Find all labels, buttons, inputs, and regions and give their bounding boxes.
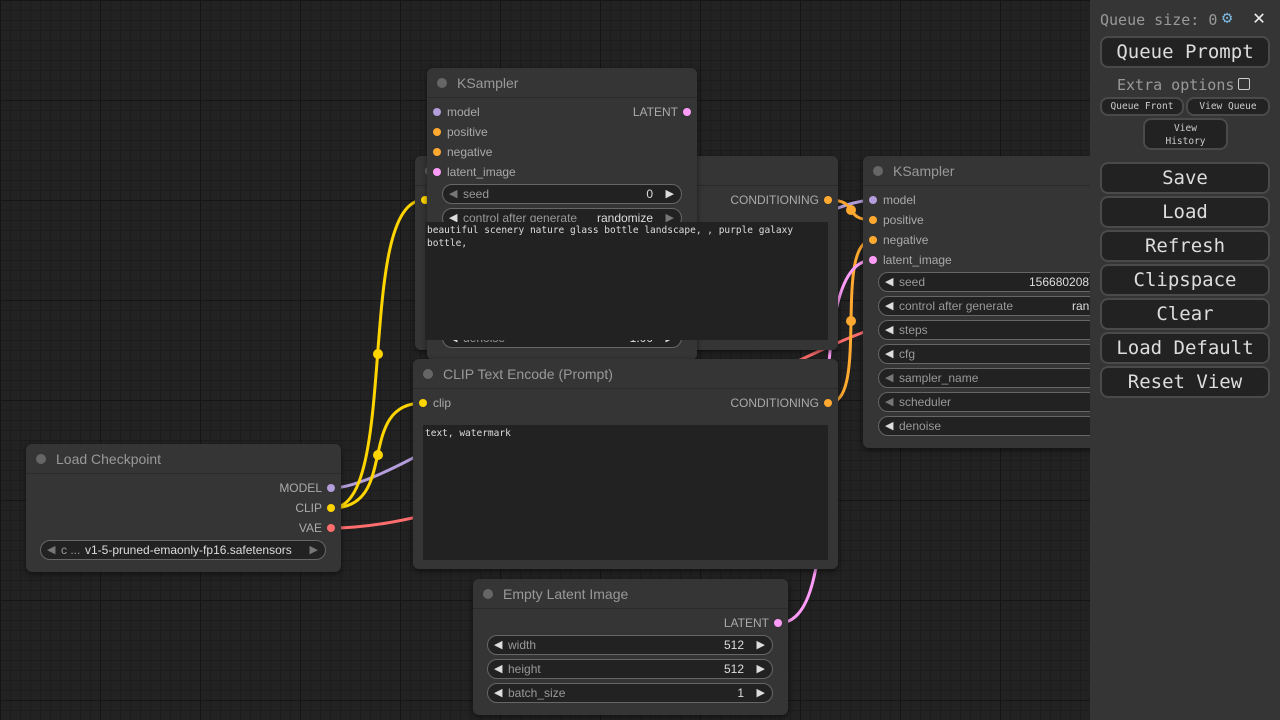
link-midpoint <box>373 349 383 359</box>
height-widget[interactable]: ◀ height 512 ▶ <box>487 659 773 679</box>
output-conditioning[interactable]: CONDITIONING <box>730 190 838 210</box>
decrement-arrow-icon[interactable]: ◀ <box>885 348 894 360</box>
clear-button[interactable]: Clear <box>1100 298 1270 330</box>
queue-panel: Queue size: 0 ⚙ ✕ Queue Prompt Extra opt… <box>1090 0 1280 720</box>
queue-prompt-button[interactable]: Queue Prompt <box>1100 36 1270 68</box>
scheduler-widget[interactable]: ◀ scheduler <box>878 392 1090 412</box>
cfg-widget[interactable]: ◀ cfg <box>878 344 1090 364</box>
decrement-arrow-icon[interactable]: ◀ <box>449 188 458 200</box>
sampler-name-widget[interactable]: ◀ sampler_name <box>878 368 1090 388</box>
input-latent-image[interactable]: latent_image <box>863 250 952 270</box>
input-model[interactable]: model <box>863 190 916 210</box>
output-latent[interactable]: LATENT <box>724 613 788 633</box>
width-widget[interactable]: ◀ width 512 ▶ <box>487 635 773 655</box>
decrement-arrow-icon[interactable]: ◀ <box>885 396 894 408</box>
batch-size-widget[interactable]: ◀ batch_size 1 ▶ <box>487 683 773 703</box>
collapse-dot[interactable] <box>483 589 493 599</box>
input-positive[interactable]: positive <box>863 210 924 230</box>
input-negative[interactable]: negative <box>427 142 492 162</box>
queue-front-button[interactable]: Queue Front <box>1100 97 1184 116</box>
graph-canvas[interactable]: CONDITIONING KSampler model positive neg… <box>0 0 1090 720</box>
ckpt-name-widget[interactable]: ◀ c ... v1-5-pruned-emaonly-fp16.safetenso… <box>40 540 326 560</box>
close-icon[interactable]: ✕ <box>1253 5 1266 29</box>
increment-arrow-icon[interactable]: ▶ <box>665 188 674 200</box>
clipspace-button[interactable]: Clipspace <box>1100 264 1270 296</box>
increment-arrow-icon[interactable]: ▶ <box>756 663 765 675</box>
output-conditioning[interactable]: CONDITIONING <box>730 393 838 413</box>
collapse-dot[interactable] <box>423 369 433 379</box>
decrement-arrow-icon[interactable]: ◀ <box>885 300 894 312</box>
decrement-arrow-icon[interactable]: ◀ <box>885 420 894 432</box>
settings-gear-icon[interactable]: ⚙ <box>1222 8 1233 28</box>
input-model[interactable]: model <box>427 102 480 122</box>
input-latent-image[interactable]: latent_image <box>427 162 516 182</box>
output-vae[interactable]: VAE <box>299 518 341 538</box>
view-queue-button[interactable]: View Queue <box>1186 97 1270 116</box>
collapse-dot[interactable] <box>873 166 883 176</box>
load-button[interactable]: Load <box>1100 196 1270 228</box>
increment-arrow-icon[interactable]: ▶ <box>756 687 765 699</box>
decrement-arrow-icon[interactable]: ◀ <box>885 372 894 384</box>
control-after-generate-widget[interactable]: ◀ control after generate ran <box>878 296 1090 316</box>
decrement-arrow-icon[interactable]: ◀ <box>494 687 503 699</box>
extra-options-label: Extra options <box>1117 76 1235 94</box>
seed-widget[interactable]: ◀ seed 0 ▶ <box>442 184 682 204</box>
positive-prompt-textarea[interactable]: beautiful scenery nature glass bottle la… <box>425 222 828 340</box>
node-title[interactable]: KSampler <box>427 68 697 98</box>
load-checkpoint-node[interactable]: Load Checkpoint MODEL CLIP VAE ◀ c ... v1-… <box>26 444 341 572</box>
decrement-arrow-icon[interactable]: ◀ <box>47 544 56 556</box>
steps-widget[interactable]: ◀ steps <box>878 320 1090 340</box>
node-title[interactable]: Load Checkpoint <box>26 444 341 474</box>
node-title[interactable]: KSampler <box>863 156 1090 186</box>
node-title[interactable]: Empty Latent Image <box>473 579 788 609</box>
increment-arrow-icon[interactable]: ▶ <box>665 212 674 224</box>
increment-arrow-icon[interactable]: ▶ <box>309 544 318 556</box>
node-title[interactable]: CLIP Text Encode (Prompt) <box>413 359 838 389</box>
collapse-dot[interactable] <box>36 454 46 464</box>
reset-view-button[interactable]: Reset View <box>1100 366 1270 398</box>
input-clip[interactable]: clip <box>413 393 451 413</box>
collapse-dot[interactable] <box>437 78 447 88</box>
output-clip[interactable]: CLIP <box>295 498 341 518</box>
negative-prompt-textarea[interactable]: text, watermark <box>423 425 828 560</box>
increment-arrow-icon[interactable]: ▶ <box>756 639 765 651</box>
decrement-arrow-icon[interactable]: ◀ <box>885 324 894 336</box>
queue-size-label: Queue size: 0 <box>1100 11 1218 29</box>
decrement-arrow-icon[interactable]: ◀ <box>885 276 894 288</box>
decrement-arrow-icon[interactable]: ◀ <box>449 212 458 224</box>
empty-latent-image-node[interactable]: Empty Latent Image LATENT ◀ width 512 ▶ ◀ he… <box>473 579 788 715</box>
ksampler-node[interactable]: KSampler model positive negative latent_… <box>863 156 1090 448</box>
load-default-button[interactable]: Load Default <box>1100 332 1270 364</box>
extra-options-checkbox[interactable] <box>1238 78 1250 90</box>
link-midpoint <box>846 205 856 215</box>
input-negative[interactable]: negative <box>863 230 928 250</box>
decrement-arrow-icon[interactable]: ◀ <box>494 639 503 651</box>
decrement-arrow-icon[interactable]: ◀ <box>494 663 503 675</box>
output-latent[interactable]: LATENT <box>633 102 697 122</box>
link-midpoint <box>373 450 383 460</box>
denoise-widget[interactable]: ◀ denoise <box>878 416 1090 436</box>
save-button[interactable]: Save <box>1100 162 1270 194</box>
link-midpoint <box>846 316 856 326</box>
output-model[interactable]: MODEL <box>279 478 341 498</box>
input-clip[interactable] <box>415 190 515 210</box>
input-positive[interactable]: positive <box>427 122 488 142</box>
seed-widget[interactable]: ◀ seed 1566802087 <box>878 272 1090 292</box>
view-history-button[interactable]: View History <box>1143 118 1228 150</box>
refresh-button[interactable]: Refresh <box>1100 230 1270 262</box>
